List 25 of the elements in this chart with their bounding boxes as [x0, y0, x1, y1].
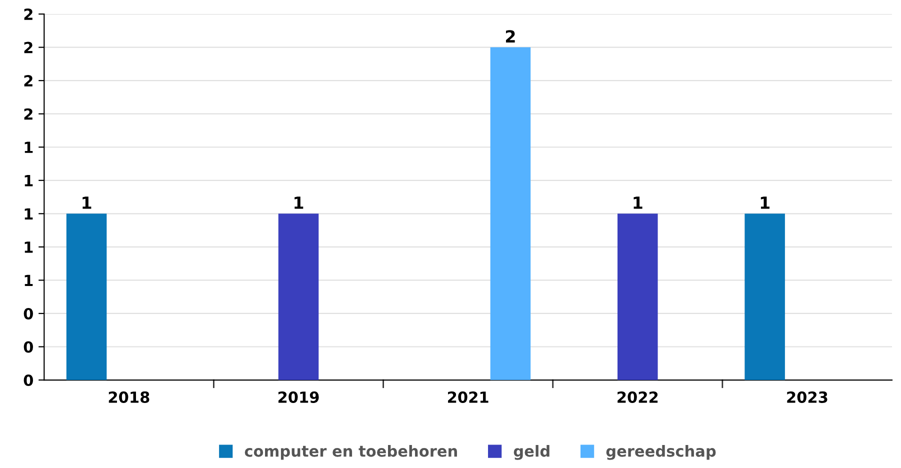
- y-tick-label: 1: [24, 242, 33, 253]
- y-tick-label: 2: [24, 42, 32, 54]
- y-tick-label: 1: [24, 208, 33, 220]
- legend-label: geld: [514, 445, 550, 460]
- legend-label: computer en toebehoren: [244, 445, 457, 460]
- x-tick-label: 2018: [108, 391, 150, 403]
- y-tick-label: 2: [24, 108, 32, 120]
- y-tick-label: 1: [24, 175, 33, 186]
- y-tick-label: 0: [24, 308, 33, 320]
- y-tick-label: 2: [24, 75, 32, 86]
- x-tick-label: 2021: [448, 391, 488, 403]
- y-tick-label: 1: [24, 142, 33, 153]
- data-label: 1: [760, 196, 770, 209]
- data-label: 1: [82, 196, 92, 209]
- legend-label: gereedschap: [606, 445, 716, 460]
- x-tick-label: 2019: [278, 391, 319, 403]
- x-tick-label: 2022: [618, 391, 658, 403]
- y-tick-label: 0: [24, 341, 33, 353]
- y-tick-label: 2: [24, 8, 32, 20]
- x-tick-label: 2023: [787, 391, 828, 403]
- y-tick-label: 1: [24, 274, 33, 286]
- data-label: 1: [634, 196, 642, 209]
- y-tick-label: 0: [24, 374, 33, 386]
- data-label: 2: [506, 30, 515, 42]
- data-label: 1: [294, 196, 304, 209]
